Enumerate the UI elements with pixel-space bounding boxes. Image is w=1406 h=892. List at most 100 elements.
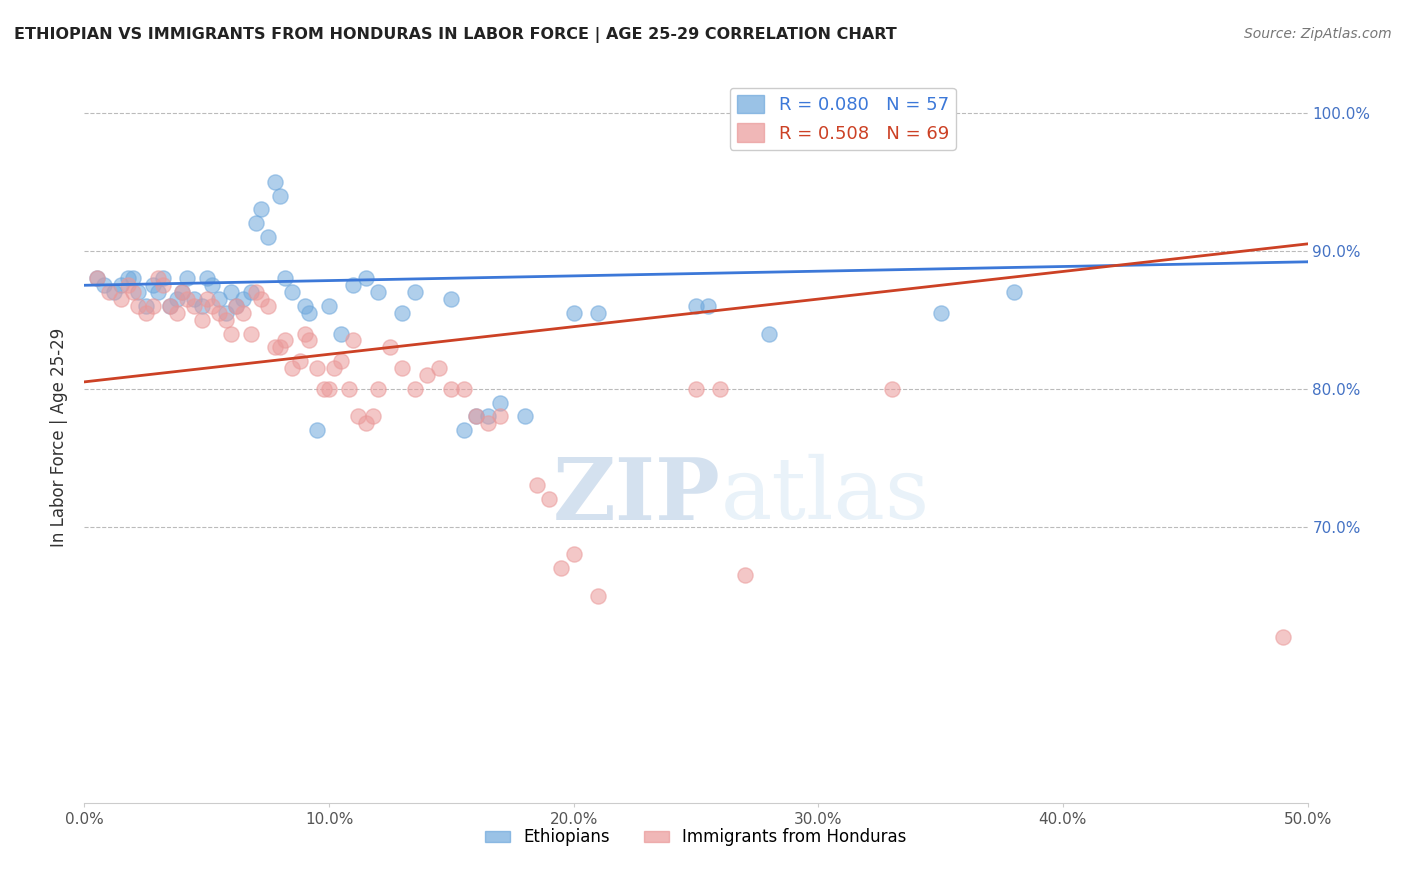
Point (219, 285, 242, 300)
Point (159, 299, 181, 313)
Point (219, 326, 242, 341)
Point (526, 478, 548, 492)
Point (391, 306, 413, 320)
Point (152, 278, 174, 293)
Point (142, 278, 165, 293)
Point (249, 202, 271, 217)
Point (122, 285, 145, 300)
Point (183, 292, 205, 306)
Point (1002, 285, 1025, 300)
Point (294, 326, 316, 341)
Point (330, 354, 353, 368)
Point (404, 382, 426, 396)
Point (195, 271, 218, 285)
Legend: Ethiopians, Immigrants from Honduras: Ethiopians, Immigrants from Honduras (479, 822, 912, 853)
Point (215, 312, 238, 326)
Point (391, 361, 413, 376)
Point (427, 361, 450, 376)
Point (440, 292, 463, 306)
Point (929, 306, 952, 320)
Point (697, 299, 720, 313)
Point (232, 292, 254, 306)
Point (176, 292, 198, 306)
Point (477, 417, 499, 431)
Point (117, 278, 139, 293)
Point (464, 409, 486, 424)
Point (314, 382, 336, 396)
Text: ZIP: ZIP (553, 454, 720, 538)
Point (288, 354, 311, 368)
Point (440, 382, 463, 396)
Point (127, 285, 149, 300)
Point (191, 312, 214, 326)
Point (166, 292, 188, 306)
Point (318, 382, 340, 396)
Point (586, 306, 609, 320)
Point (86, 271, 108, 285)
Point (342, 278, 364, 293)
Point (550, 561, 572, 575)
Point (86, 271, 108, 285)
Point (257, 230, 280, 244)
Point (416, 368, 439, 382)
Point (337, 382, 360, 396)
Point (166, 306, 188, 320)
Point (159, 299, 181, 313)
Point (318, 299, 340, 313)
Point (146, 271, 169, 285)
Point (110, 278, 132, 293)
Point (361, 409, 384, 424)
Point (453, 423, 475, 437)
Point (225, 299, 247, 313)
Point (298, 306, 321, 320)
Point (245, 216, 267, 230)
Point (172, 285, 194, 300)
Point (880, 382, 903, 396)
Point (232, 306, 254, 320)
Point (404, 285, 426, 300)
Point (734, 568, 756, 582)
Point (176, 271, 198, 285)
Y-axis label: In Labor Force | Age 25-29: In Labor Force | Age 25-29 (51, 327, 69, 547)
Point (249, 292, 271, 306)
Point (172, 285, 194, 300)
Point (758, 326, 780, 341)
Point (245, 285, 267, 300)
Point (562, 548, 585, 562)
Point (146, 285, 169, 300)
Point (354, 271, 377, 285)
Point (200, 299, 222, 313)
Point (93, 278, 115, 293)
Point (453, 382, 475, 396)
Point (97, 285, 120, 300)
Point (264, 340, 287, 354)
Point (305, 361, 328, 376)
Text: ETHIOPIAN VS IMMIGRANTS FROM HONDURAS IN LABOR FORCE | AGE 25-29 CORRELATION CHA: ETHIOPIAN VS IMMIGRANTS FROM HONDURAS IN… (14, 27, 897, 43)
Point (464, 409, 486, 424)
Point (142, 299, 165, 313)
Point (354, 417, 377, 431)
Point (135, 306, 157, 320)
Point (305, 423, 328, 437)
Point (298, 334, 321, 348)
Text: Source: ZipAtlas.com: Source: ZipAtlas.com (1244, 27, 1392, 41)
Point (562, 306, 585, 320)
Point (342, 334, 364, 348)
Point (347, 409, 370, 424)
Point (477, 409, 499, 424)
Point (709, 382, 731, 396)
Point (183, 299, 205, 313)
Point (1272, 630, 1295, 644)
Point (330, 326, 353, 341)
Text: atlas: atlas (720, 454, 929, 537)
Point (685, 382, 707, 396)
Point (274, 334, 297, 348)
Point (225, 299, 247, 313)
Point (367, 382, 389, 396)
Point (367, 285, 389, 300)
Point (281, 361, 304, 376)
Point (110, 292, 132, 306)
Point (117, 271, 139, 285)
Point (127, 299, 149, 313)
Point (269, 188, 291, 202)
